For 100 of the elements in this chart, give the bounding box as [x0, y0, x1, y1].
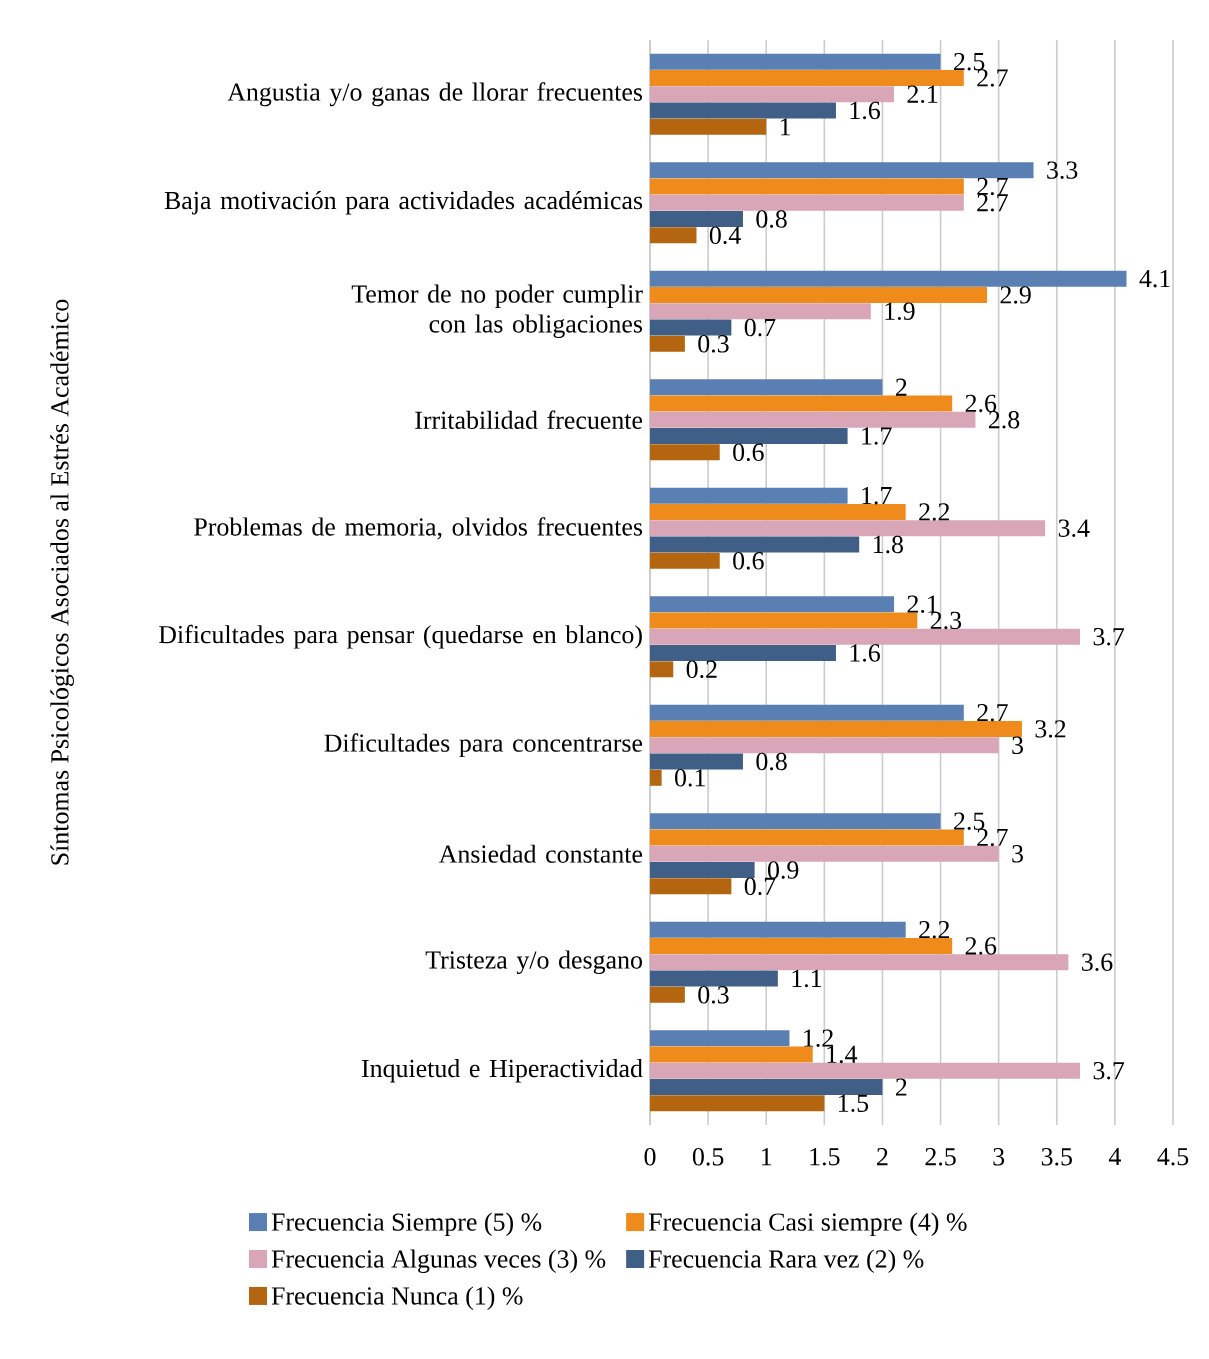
data-label: 1.6 — [850, 101, 880, 120]
x-tick-label: 0.5 — [692, 1148, 724, 1166]
bar — [650, 178, 964, 195]
legend-label: Frecuencia Rara vez (2) % — [648, 1249, 924, 1273]
data-label: 4.1 — [1139, 269, 1170, 288]
data-label: 2.7 — [977, 69, 1008, 87]
bar — [650, 270, 1127, 287]
data-label: 3 — [1012, 736, 1023, 754]
data-label: 3.2 — [1035, 720, 1066, 738]
bar — [650, 395, 953, 412]
bar — [650, 878, 732, 895]
bar — [650, 428, 848, 444]
y-tick-label: Baja motivación para actividades académicas — [164, 190, 643, 215]
data-label: 3.7 — [1093, 627, 1125, 646]
bar — [650, 596, 895, 613]
data-label: 0.8 — [756, 210, 787, 228]
bar — [650, 1030, 790, 1047]
data-label: 2.5 — [954, 52, 985, 71]
data-label: 1 — [780, 118, 791, 136]
y-tick-label: Tristeza y/o desgano — [425, 950, 642, 975]
data-label: 1.4 — [827, 1045, 858, 1064]
bar — [650, 661, 674, 678]
bar — [650, 520, 1046, 537]
data-label: 1.5 — [839, 1094, 869, 1113]
legend-label: Frecuencia Algunas veces (3) % — [271, 1249, 606, 1274]
bar — [650, 1095, 825, 1112]
data-label: 2.7 — [977, 703, 1008, 722]
data-label: 0.9 — [768, 861, 799, 879]
data-label: 1.7 — [862, 427, 892, 445]
x-tick-label: 4 — [1108, 1148, 1121, 1166]
x-tick-label: 1.5 — [810, 1148, 840, 1166]
bar — [650, 86, 895, 103]
x-tick-label: 2.5 — [925, 1148, 956, 1166]
y-tick-label: Dificultades para concentrarse — [324, 733, 643, 758]
bar — [650, 704, 964, 721]
data-label: 2.2 — [919, 503, 950, 521]
bar — [650, 1046, 813, 1063]
bar — [650, 411, 976, 428]
bar — [650, 612, 918, 629]
bar — [650, 227, 697, 244]
legend-label: Frecuencia Siempre (5) % — [271, 1212, 542, 1237]
data-label: 1.1 — [792, 969, 822, 988]
legend-label: Frecuencia Nunca (1) % — [271, 1286, 523, 1310]
data-label: 2.5 — [954, 812, 985, 830]
data-label: 3.7 — [1093, 1062, 1125, 1080]
y-tick-label: Dificultades para pensar (quedarse en blanco) — [158, 624, 642, 649]
data-label: 3.6 — [1082, 953, 1113, 972]
x-tick-label: 1 — [762, 1148, 772, 1166]
bar — [650, 194, 964, 211]
data-label: 2 — [895, 1078, 907, 1096]
data-label: 1.6 — [850, 644, 880, 662]
data-label: 2.7 — [977, 177, 1008, 196]
data-label: 2.7 — [977, 828, 1008, 847]
x-tick-label: 2 — [877, 1148, 888, 1166]
bar — [650, 379, 883, 396]
bar — [650, 829, 964, 846]
data-label: 2.1 — [907, 85, 938, 104]
x-tick-label: 3 — [993, 1148, 1005, 1166]
bar — [650, 769, 662, 786]
data-label: 0.3 — [698, 335, 729, 353]
legend-label: Frecuencia Casi siempre (4) % — [648, 1212, 967, 1237]
data-label: 3.3 — [1047, 161, 1078, 179]
bar — [650, 628, 1081, 645]
bar — [650, 303, 871, 320]
bar — [650, 954, 1069, 971]
bar — [650, 645, 836, 661]
data-label: 3.4 — [1058, 519, 1090, 538]
bar — [650, 737, 999, 754]
bar — [650, 986, 685, 1003]
bar — [650, 286, 988, 303]
bar — [650, 921, 906, 938]
data-label: 2.2 — [919, 920, 950, 939]
bar — [650, 845, 999, 862]
bar — [650, 1062, 1081, 1079]
data-label: 1.9 — [885, 302, 915, 321]
bar — [650, 504, 906, 520]
bar — [650, 162, 1034, 179]
bar — [650, 444, 720, 461]
bar — [650, 487, 848, 504]
bar — [650, 319, 732, 336]
bar — [650, 938, 953, 954]
data-label: 0.7 — [744, 877, 776, 896]
y-tick-label: Temor de no poder cumplir con las obligaciones — [351, 284, 643, 338]
data-label: 1.7 — [862, 486, 892, 505]
data-label: 0.8 — [756, 752, 787, 771]
data-label: 2.6 — [965, 937, 997, 955]
data-label: 0.3 — [698, 986, 729, 1004]
data-label: 2.6 — [965, 394, 997, 413]
y-tick-label: Angustia y/o ganas de llorar frecuentes — [227, 82, 643, 107]
bar — [650, 970, 778, 987]
y-tick-label: Problemas de memoria, olvidos frecuentes — [194, 517, 643, 540]
x-tick-label: 3.5 — [1041, 1148, 1072, 1166]
x-tick-label: 4.5 — [1157, 1148, 1189, 1166]
x-tick-label: 0 — [644, 1148, 656, 1166]
bar — [650, 335, 685, 352]
y-tick-label: Inquietud e Hiperactividad — [361, 1059, 643, 1083]
bar — [650, 721, 1022, 737]
data-label: 0.2 — [686, 660, 717, 679]
data-label: 2.3 — [930, 611, 962, 630]
data-label: 0.6 — [733, 443, 764, 462]
